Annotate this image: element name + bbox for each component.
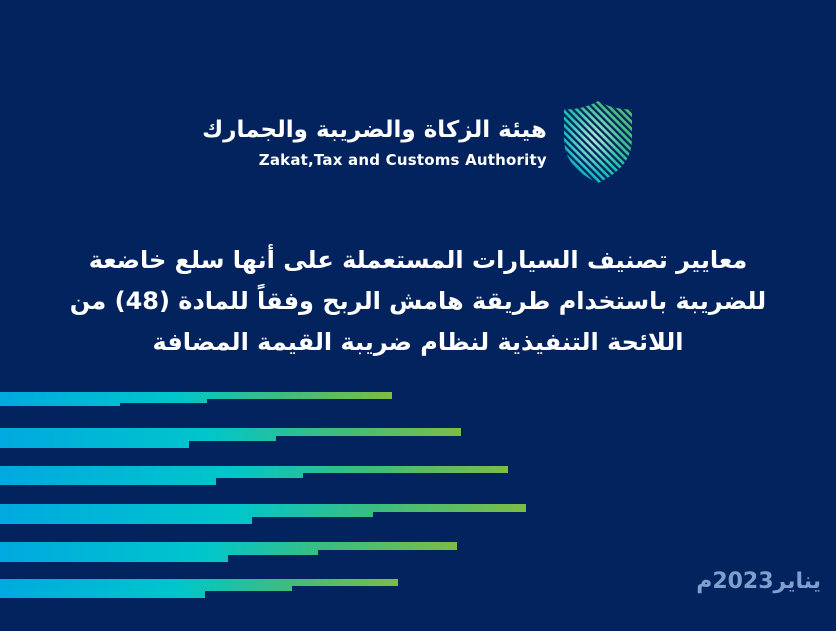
title-line-3: اللائحة التنفيذية لنظام ضريبة القيمة الم… [152, 328, 684, 356]
speed-bar [0, 392, 392, 406]
speed-bar [0, 542, 457, 562]
document-title: معايير تصنيف السيارات المستعملة على أنها… [0, 240, 836, 363]
title-line-2: للضريبة باستخدام طريقة هامش الربح وفقاً … [69, 287, 767, 315]
zatca-logo: هيئة الزكاة والضريبة والجمارك Zakat,Tax … [0, 100, 836, 184]
zatca-shield-icon [563, 101, 632, 183]
logo-wordmark: هيئة الزكاة والضريبة والجمارك Zakat,Tax … [202, 115, 547, 168]
speed-bar [0, 428, 461, 448]
publication-date: يناير2023م [696, 569, 821, 594]
title-line-1: معايير تصنيف السيارات المستعملة على أنها… [88, 246, 748, 274]
speed-bar [0, 579, 398, 598]
speed-bar [0, 466, 508, 485]
logo-arabic-name: هيئة الزكاة والضريبة والجمارك [202, 117, 547, 144]
logo-english-name: Zakat,Tax and Customs Authority [258, 150, 547, 169]
speed-bar [0, 504, 526, 524]
